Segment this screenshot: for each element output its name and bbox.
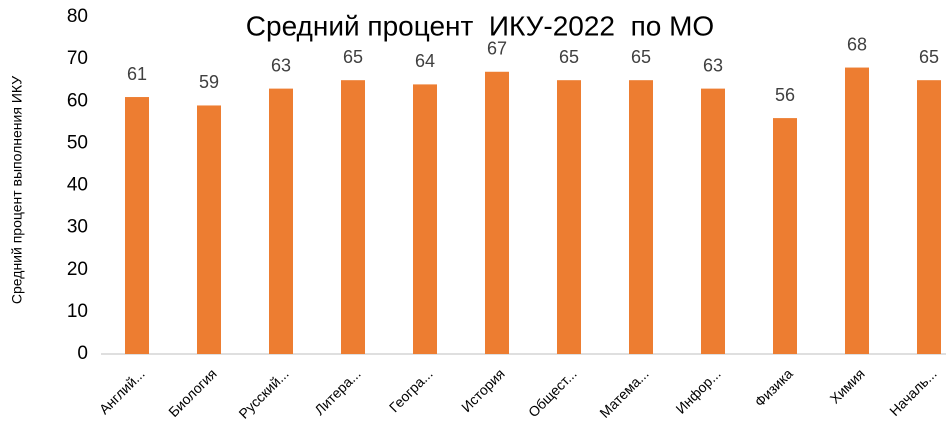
- chart-title: Средний процент ИКУ-2022 по МО: [246, 10, 714, 41]
- data-label: 59: [199, 72, 219, 92]
- x-tick-label: Матема...: [596, 365, 651, 420]
- bar: [773, 118, 797, 354]
- data-label: 68: [847, 34, 867, 54]
- data-label: 64: [415, 51, 435, 71]
- data-label: 63: [703, 55, 723, 75]
- data-label: 67: [487, 39, 507, 59]
- y-tick-label: 0: [77, 343, 88, 364]
- data-label: 65: [559, 47, 579, 67]
- x-tick-label: Началь...: [886, 365, 940, 419]
- bar: [413, 84, 437, 355]
- x-tick-label: Геогра...: [386, 365, 436, 415]
- x-tick-label: Химия: [827, 365, 868, 406]
- y-axis-label: Средний процент выполнения ИКУ: [9, 76, 25, 304]
- bar: [197, 105, 221, 355]
- y-tick-label: 70: [67, 48, 88, 69]
- y-tick-label: 30: [67, 217, 88, 238]
- bar: [341, 80, 365, 354]
- x-tick-label: История: [458, 365, 508, 415]
- x-tick-label: Биология: [165, 365, 220, 420]
- bar: [629, 80, 653, 354]
- data-label: 61: [127, 64, 147, 84]
- bar: [917, 80, 941, 354]
- x-tick-label: Русский...: [235, 365, 291, 421]
- y-tick-label: 10: [67, 301, 88, 322]
- data-label: 65: [631, 47, 651, 67]
- data-label: 63: [271, 55, 291, 75]
- y-tick-label: 60: [67, 90, 88, 111]
- bar: [701, 88, 725, 355]
- x-tick-label: Физика: [751, 365, 796, 410]
- data-label: 56: [775, 85, 795, 105]
- x-tick-label: Литера...: [311, 365, 364, 418]
- y-tick-label: 40: [67, 175, 88, 196]
- bar: [557, 80, 581, 354]
- x-tick-label: Инфор...: [672, 365, 723, 416]
- bar: [485, 71, 509, 354]
- bar: [269, 88, 293, 355]
- x-tick-label: Англий...: [96, 365, 148, 417]
- data-label: 65: [919, 47, 939, 67]
- y-tick-label: 50: [67, 132, 88, 153]
- bar: [125, 97, 149, 354]
- data-label: 65: [343, 47, 363, 67]
- y-tick-label: 20: [67, 259, 88, 280]
- bar: [845, 67, 869, 355]
- y-tick-label: 80: [67, 6, 88, 27]
- x-tick-label: Общест...: [525, 365, 580, 420]
